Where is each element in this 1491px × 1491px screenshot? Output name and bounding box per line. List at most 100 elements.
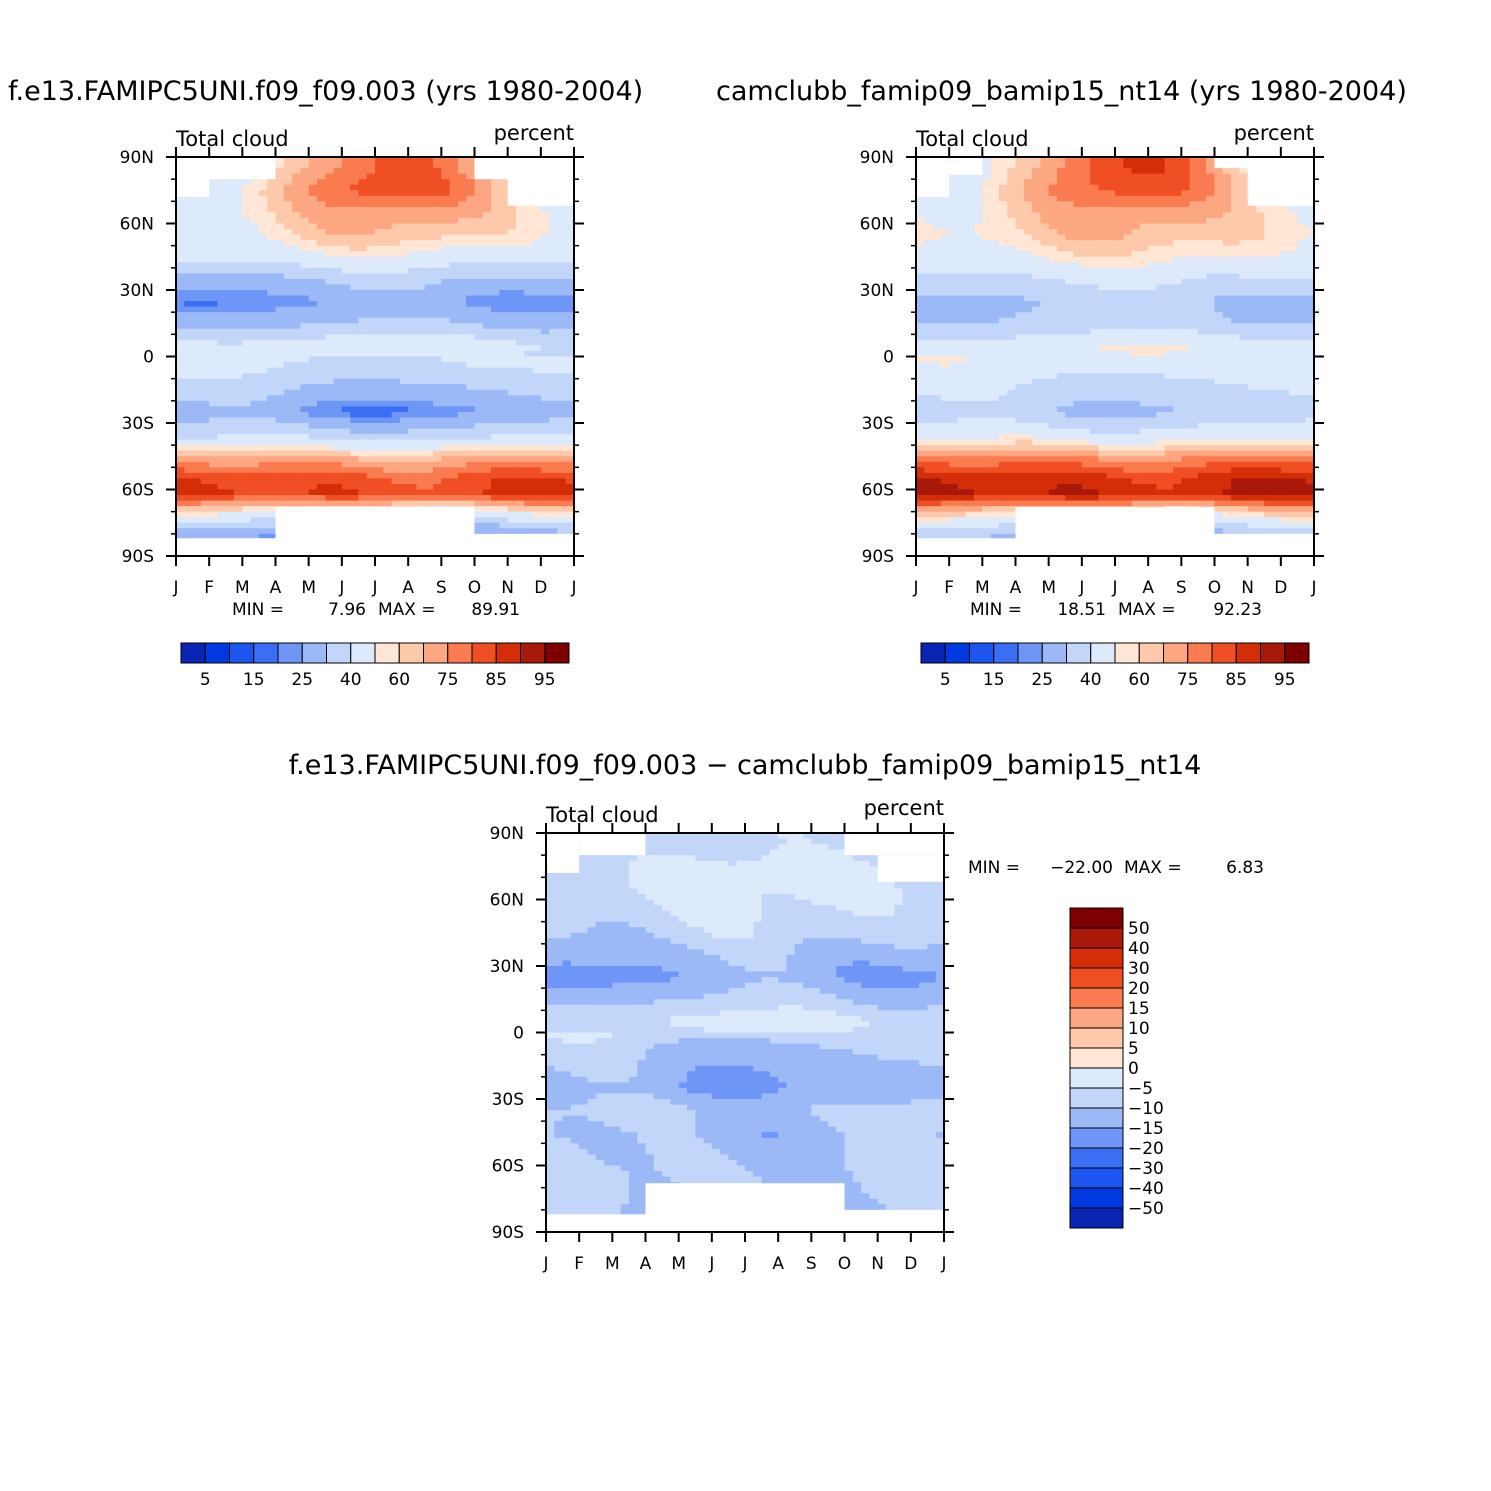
field-cell — [209, 217, 219, 225]
field-cell — [457, 367, 467, 374]
field-cell — [1007, 306, 1017, 313]
field-cell — [1073, 262, 1083, 269]
field-cell — [375, 417, 384, 424]
field-cell — [300, 389, 310, 396]
field-cell — [466, 267, 476, 274]
field-cell — [965, 262, 975, 269]
field-cell — [209, 195, 219, 202]
field-cell — [300, 328, 310, 335]
field-cell — [524, 267, 534, 274]
field-cell — [350, 195, 360, 202]
field-cell — [1206, 301, 1216, 308]
field-cell — [358, 328, 368, 335]
field-cell — [200, 478, 210, 485]
field-cell — [449, 267, 459, 274]
field-cell — [1032, 157, 1041, 164]
field-cell — [424, 339, 434, 347]
field-cell — [234, 273, 243, 280]
field-cell — [200, 345, 210, 352]
field-cell — [433, 350, 442, 358]
field-cell — [998, 195, 1008, 202]
field-cell — [1222, 229, 1232, 236]
field-cell — [1115, 256, 1124, 263]
field-cell — [524, 445, 534, 452]
field-cell — [316, 489, 326, 496]
field-cell — [565, 423, 574, 430]
field-cell — [383, 317, 393, 324]
field-cell — [1065, 157, 1075, 164]
field-cell — [358, 217, 368, 225]
field-cell — [416, 206, 426, 214]
field-cell — [225, 350, 235, 358]
field-cell — [532, 350, 542, 358]
field-cell — [300, 223, 310, 230]
field-cell — [466, 356, 476, 363]
field-cell — [499, 517, 509, 524]
field-cell — [250, 533, 260, 540]
field-cell — [424, 273, 434, 280]
field-cell — [1231, 229, 1240, 236]
field-cell — [358, 483, 368, 491]
field-cell — [267, 500, 277, 507]
field-cell — [457, 245, 467, 252]
field-cell — [1106, 290, 1116, 297]
field-cell — [524, 345, 534, 352]
field-cell — [333, 339, 343, 347]
field-cell — [1222, 306, 1232, 313]
field-cell — [457, 184, 467, 191]
field-cell — [1115, 217, 1124, 225]
field-cell — [391, 179, 401, 186]
field-cell — [466, 245, 476, 252]
field-cell — [217, 406, 227, 413]
field-cell — [557, 290, 567, 297]
field-cell — [217, 229, 227, 236]
field-cell — [449, 500, 459, 507]
field-cell — [424, 445, 434, 452]
field-cell — [267, 411, 277, 419]
field-cell — [325, 245, 335, 252]
field-cell — [1189, 168, 1199, 175]
field-cell — [1206, 251, 1216, 258]
field-cell — [308, 157, 318, 164]
field-cell — [391, 317, 401, 324]
field-cell — [408, 461, 418, 468]
field-cell — [466, 173, 476, 180]
field-cell — [1098, 184, 1108, 191]
field-cell — [316, 262, 326, 269]
field-cell — [176, 528, 185, 535]
field-cell — [1297, 267, 1307, 274]
field-cell — [482, 184, 492, 191]
field-cell — [275, 195, 285, 202]
field-cell — [540, 417, 550, 424]
field-cell — [333, 500, 343, 507]
field-cell — [176, 350, 185, 358]
field-cell — [1123, 173, 1133, 180]
field-cell — [474, 179, 484, 186]
field-cell — [258, 223, 268, 230]
field-cell — [1148, 206, 1158, 214]
field-cell — [200, 367, 210, 374]
field-cell — [408, 162, 418, 169]
field-cell — [424, 267, 434, 274]
field-cell — [250, 478, 260, 485]
field-cell — [399, 212, 409, 219]
field-cell — [399, 395, 409, 402]
field-cell — [225, 411, 235, 419]
field-cell — [325, 256, 335, 263]
field-cell — [234, 428, 243, 435]
field-cell — [982, 195, 992, 202]
field-cell — [275, 201, 285, 208]
field-cell — [176, 478, 185, 485]
field-cell — [375, 434, 384, 441]
field-cell — [341, 367, 351, 374]
field-cell — [441, 334, 451, 341]
field-cell — [974, 206, 983, 214]
field-cell — [1048, 157, 1058, 164]
field-cell — [242, 301, 252, 308]
field-cell — [350, 245, 360, 252]
field-cell — [1148, 284, 1158, 291]
field-cell — [200, 384, 210, 391]
field-cell — [192, 439, 202, 446]
field-cell — [965, 173, 975, 180]
field-cell — [474, 400, 484, 407]
